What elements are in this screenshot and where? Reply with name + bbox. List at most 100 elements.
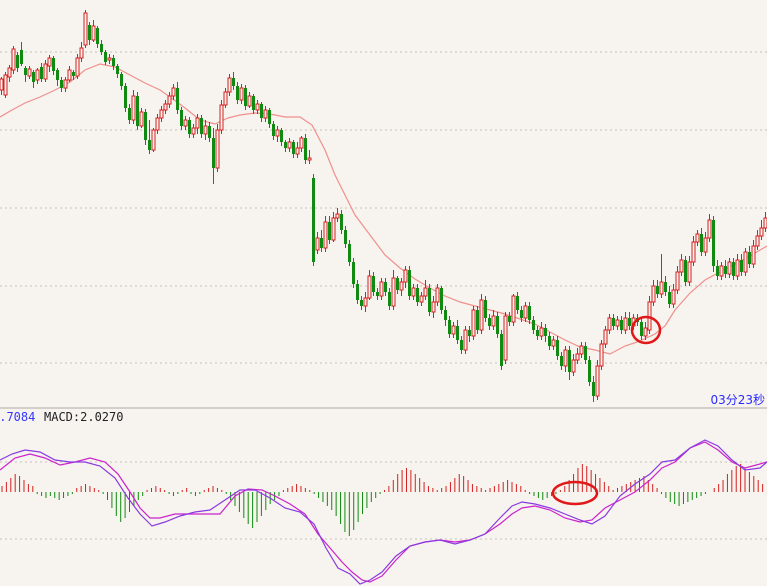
candle	[707, 214, 712, 242]
candle	[131, 90, 136, 124]
candle	[100, 40, 103, 55]
candle	[640, 318, 643, 340]
candle	[107, 54, 112, 64]
candle	[272, 121, 275, 140]
candle	[96, 26, 99, 48]
candle	[307, 150, 312, 164]
candle	[700, 228, 703, 256]
candle	[56, 68, 59, 86]
candle	[163, 100, 168, 114]
candle	[719, 262, 724, 280]
candle	[575, 348, 580, 364]
candle	[208, 122, 211, 142]
candle	[431, 296, 436, 318]
candle	[391, 270, 396, 310]
candle	[200, 115, 203, 138]
candle	[212, 128, 215, 184]
candle	[323, 216, 328, 252]
candle	[516, 292, 519, 314]
candle	[167, 92, 172, 108]
candle	[16, 52, 19, 72]
candle	[659, 254, 664, 298]
candle	[623, 312, 628, 334]
candle	[724, 260, 727, 278]
candle	[124, 83, 127, 112]
candle	[484, 296, 487, 322]
candle	[571, 354, 576, 376]
candle	[568, 346, 571, 380]
candle	[151, 128, 156, 152]
candle	[24, 66, 27, 82]
candle	[548, 332, 551, 350]
candle	[188, 117, 191, 138]
candle	[79, 42, 84, 62]
candle	[275, 126, 280, 142]
candle	[27, 66, 32, 79]
candle	[463, 326, 468, 354]
macd-dif-line	[0, 441, 767, 583]
candle	[671, 284, 676, 308]
candle	[328, 216, 331, 244]
candle	[664, 276, 667, 296]
candle	[171, 84, 176, 100]
highlight-circle-macd	[551, 480, 599, 506]
candle	[83, 10, 88, 48]
candle	[352, 258, 355, 288]
candle	[91, 20, 96, 42]
candle	[703, 232, 708, 256]
candle	[148, 120, 151, 154]
candle	[396, 276, 399, 294]
candle	[360, 296, 363, 310]
candle	[740, 254, 743, 276]
candle	[239, 84, 244, 104]
candle	[468, 326, 471, 342]
candle	[403, 266, 408, 288]
candle	[451, 322, 456, 338]
candle	[727, 258, 732, 278]
candle	[312, 174, 315, 266]
candle	[340, 210, 343, 234]
candle	[735, 254, 740, 280]
candle	[7, 65, 12, 82]
candle	[144, 109, 147, 145]
candle	[488, 314, 491, 330]
candle	[203, 120, 208, 140]
candle	[363, 292, 368, 312]
candle	[584, 342, 587, 364]
candle	[579, 342, 584, 358]
candle	[763, 212, 767, 232]
candle	[159, 106, 164, 122]
candle	[43, 60, 48, 82]
candle	[280, 128, 283, 146]
candle	[88, 22, 91, 45]
candle	[331, 212, 336, 242]
candle	[128, 104, 131, 124]
candle	[320, 230, 323, 252]
candle	[496, 312, 499, 338]
candle	[35, 68, 40, 84]
candle	[456, 320, 459, 344]
candle	[423, 280, 428, 300]
candle	[460, 336, 463, 354]
candle	[755, 230, 760, 250]
candle	[647, 296, 652, 334]
candle	[511, 294, 516, 326]
candle	[732, 258, 735, 280]
candle	[252, 94, 255, 114]
moving-average-line	[0, 63, 767, 355]
candle	[47, 55, 52, 72]
candle	[560, 352, 563, 370]
candle	[292, 140, 295, 158]
candle	[695, 230, 700, 246]
candle	[595, 360, 600, 400]
candle	[304, 134, 307, 164]
candle	[444, 306, 447, 326]
candle	[759, 220, 764, 240]
candle	[539, 322, 544, 340]
candle	[104, 50, 107, 65]
candle	[315, 232, 320, 254]
candle	[180, 107, 183, 130]
candle	[268, 108, 271, 128]
candle	[603, 326, 608, 348]
candle	[287, 138, 292, 152]
